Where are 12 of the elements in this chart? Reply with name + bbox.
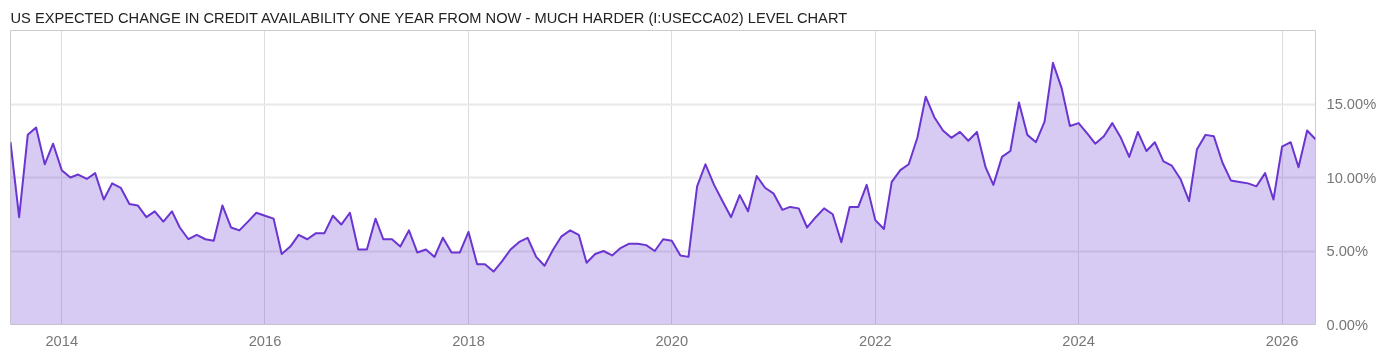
y-tick-label: 15.00%	[1326, 96, 1377, 112]
x-tick-label: 2016	[248, 332, 282, 349]
y-tick-label: 5.00%	[1326, 243, 1369, 259]
x-tick-label: 2018	[452, 332, 485, 349]
y-tick-label: 0.00%	[1326, 316, 1369, 333]
x-tick-label: 2022	[859, 332, 892, 349]
y-tick-label: 10.00%	[1326, 169, 1377, 186]
x-tick-label: 2026	[1265, 332, 1299, 349]
x-tick-label: 2014	[45, 332, 79, 349]
chart-title: US EXPECTED CHANGE IN CREDIT AVAILABILITY ONE YEAR FROM NOW - MUCH HARDER (I:USECCA02) LEVEL CHART	[10, 9, 848, 26]
x-tick-label: 2020	[655, 332, 689, 349]
x-tick-label: 2024	[1062, 332, 1095, 349]
